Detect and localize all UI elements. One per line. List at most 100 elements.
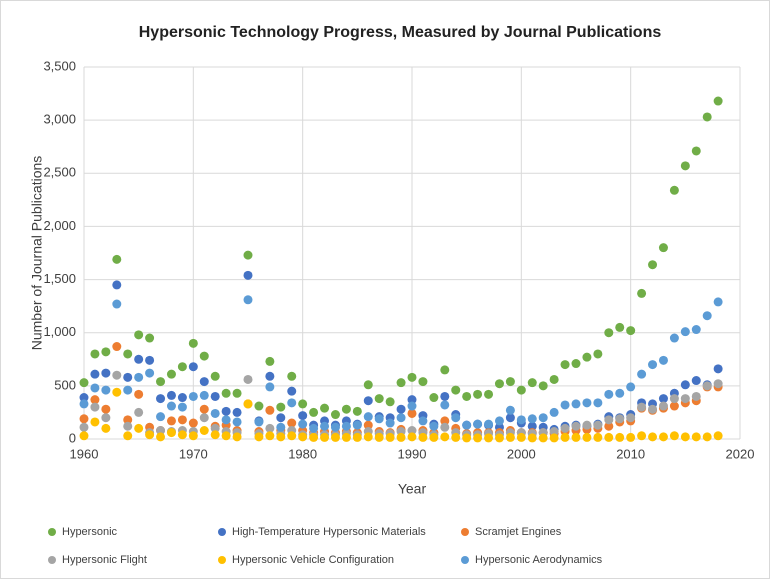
data-point: [385, 418, 395, 428]
data-point: [145, 368, 155, 378]
data-point: [341, 432, 351, 442]
data-point: [440, 416, 450, 426]
data-point: [680, 432, 690, 442]
data-point: [123, 415, 133, 425]
legend-label: Hypersonic Vehicle Configuration: [232, 554, 394, 566]
data-point: [691, 391, 701, 401]
data-point: [156, 394, 166, 404]
data-point: [538, 433, 548, 443]
data-point: [112, 342, 122, 352]
data-point: [243, 399, 253, 409]
data-point: [145, 355, 155, 365]
y-tick-label: 500: [54, 377, 76, 392]
data-point: [407, 408, 417, 418]
legend-label: Hypersonic: [62, 526, 118, 538]
data-point: [199, 351, 209, 361]
data-point: [560, 400, 570, 410]
x-tick-label: 2010: [616, 446, 645, 461]
data-point: [265, 431, 275, 441]
data-point: [680, 380, 690, 390]
data-point: [374, 414, 384, 424]
data-point: [188, 391, 198, 401]
y-tick-label: 3,500: [43, 58, 76, 73]
data-point: [440, 400, 450, 410]
data-point: [177, 393, 187, 403]
data-point: [626, 326, 636, 336]
data-point: [473, 389, 483, 399]
data-point: [221, 388, 231, 398]
data-point: [593, 349, 603, 359]
data-point: [637, 431, 647, 441]
data-point: [79, 393, 89, 403]
data-point: [287, 418, 297, 428]
data-point: [341, 404, 351, 414]
data-point: [79, 399, 89, 409]
data-point: [177, 362, 187, 372]
data-point: [254, 432, 264, 442]
data-point: [462, 433, 472, 443]
data-point: [637, 288, 647, 298]
data-point: [593, 398, 603, 408]
data-point: [309, 423, 319, 433]
x-axis-title: Year: [398, 481, 427, 497]
data-point: [330, 410, 340, 420]
data-point: [516, 415, 526, 425]
data-point: [79, 422, 89, 432]
data-point: [396, 378, 406, 388]
data-point: [265, 371, 275, 381]
data-point: [254, 401, 264, 411]
data-point: [90, 349, 100, 359]
data-point: [101, 347, 111, 357]
data-point: [156, 412, 166, 422]
data-point: [276, 413, 286, 423]
data-point: [713, 379, 723, 389]
data-point: [669, 401, 679, 411]
data-point: [199, 404, 209, 414]
data-point: [462, 391, 472, 401]
data-point: [615, 388, 625, 398]
data-point: [79, 431, 89, 441]
data-point: [309, 432, 319, 442]
legend-marker: [48, 556, 56, 564]
data-point: [604, 328, 614, 338]
legend-marker: [461, 528, 469, 536]
data-point: [210, 408, 220, 418]
data-point: [637, 369, 647, 379]
data-point: [210, 430, 220, 440]
data-point: [232, 432, 242, 442]
data-point: [156, 432, 166, 442]
data-point: [156, 425, 166, 435]
data-point: [188, 362, 198, 372]
data-point: [505, 432, 515, 442]
data-point: [691, 146, 701, 156]
data-point: [134, 407, 144, 417]
data-point: [352, 420, 362, 430]
data-point: [418, 416, 428, 426]
data-point: [560, 432, 570, 442]
legend-label: Scramjet Engines: [475, 526, 562, 538]
data-point: [166, 401, 176, 411]
data-point: [320, 403, 330, 413]
data-point: [549, 433, 559, 443]
data-point: [145, 430, 155, 440]
data-point: [101, 368, 111, 378]
data-point: [276, 432, 286, 442]
y-tick-label: 3,000: [43, 112, 76, 127]
data-point: [79, 414, 89, 424]
data-point: [473, 419, 483, 429]
data-point: [156, 377, 166, 387]
data-point: [658, 243, 668, 253]
data-point: [462, 420, 472, 430]
legend-marker: [48, 528, 56, 536]
data-point: [254, 417, 264, 427]
data-point: [265, 356, 275, 366]
data-point: [691, 325, 701, 335]
data-point: [265, 423, 275, 433]
data-point: [363, 380, 373, 390]
data-point: [560, 423, 570, 433]
data-point: [680, 394, 690, 404]
data-point: [276, 422, 286, 432]
data-point: [658, 401, 668, 411]
data-point: [177, 402, 187, 412]
y-tick-label: 1,000: [43, 324, 76, 339]
